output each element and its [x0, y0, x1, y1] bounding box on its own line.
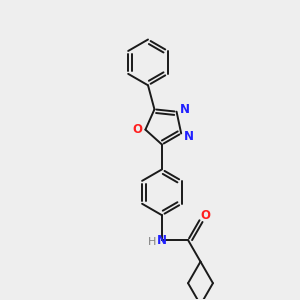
- Text: N: N: [184, 130, 194, 143]
- Text: H: H: [148, 237, 156, 247]
- Text: N: N: [179, 103, 190, 116]
- Text: N: N: [157, 234, 167, 247]
- Text: O: O: [200, 209, 211, 222]
- Text: O: O: [132, 123, 142, 136]
